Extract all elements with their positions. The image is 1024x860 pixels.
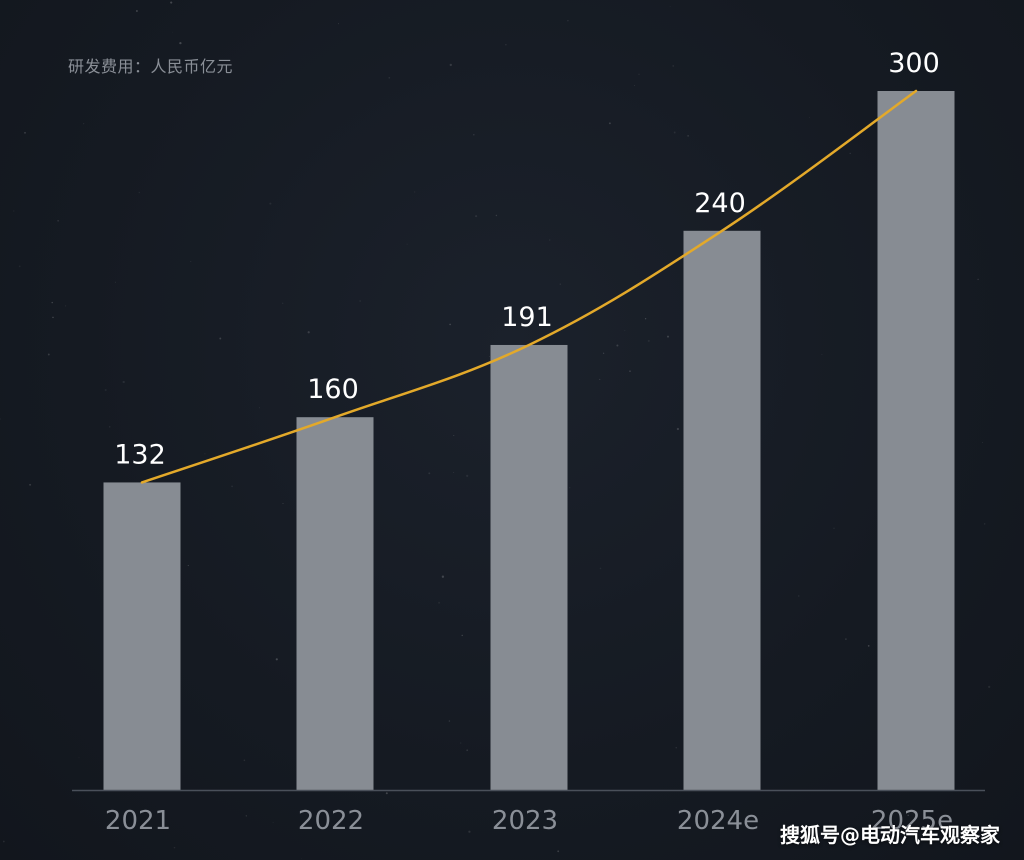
bar-2022 [296, 417, 374, 790]
value-label-2024e: 240 [694, 188, 746, 219]
x-tick-label-2024e: 2024e [677, 806, 759, 836]
x-tick-label-2025e: 2025e [871, 806, 953, 836]
x-tick-label-2022: 2022 [298, 806, 364, 836]
trend-line [140, 89, 918, 484]
value-label-2025e: 300 [888, 48, 940, 79]
x-tick-label-2023: 2023 [492, 806, 558, 836]
watermark: 搜狐号@电动汽车观察家 [780, 823, 1000, 847]
unit-label: 研发费用：人民币亿元 [68, 57, 234, 76]
bar-2023 [490, 344, 568, 790]
value-label-2022: 160 [307, 374, 359, 405]
value-label-2021: 132 [114, 439, 166, 470]
bar-2021 [103, 482, 181, 790]
x-tick-label-2021: 2021 [105, 806, 171, 836]
bar-2025e [877, 91, 955, 790]
value-label-2023: 191 [501, 302, 553, 333]
bar-2024e [683, 230, 761, 791]
